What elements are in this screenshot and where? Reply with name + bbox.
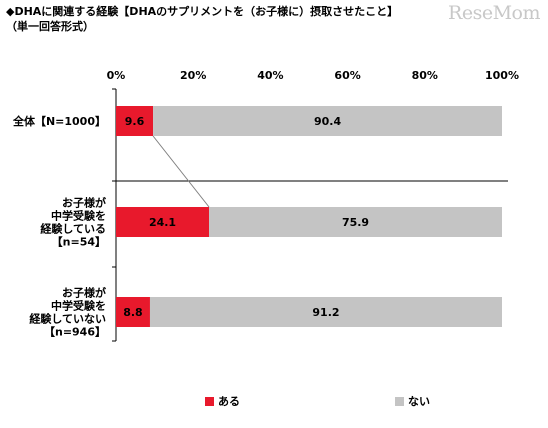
x-tick-label: 100% — [485, 69, 519, 82]
legend-label: ない — [408, 395, 430, 408]
legend-swatch — [205, 397, 214, 406]
x-tick-label: 60% — [334, 69, 360, 82]
category-label: 中学受験を — [51, 299, 106, 313]
category-label: 経験している — [40, 222, 106, 236]
legend-label: ある — [218, 395, 240, 408]
category-label: お子様が — [62, 286, 106, 300]
data-label: 90.4 — [314, 115, 341, 128]
bar-segment-nai — [153, 106, 502, 136]
chart-title: ◆DHAに関連する経験【DHAのサプリメントを（お子様に）摂取させたこと】 — [6, 5, 399, 18]
data-label: 9.6 — [125, 115, 145, 128]
x-tick-label: 40% — [257, 69, 283, 82]
x-tick-label: 0% — [107, 69, 126, 82]
bar-segment-nai — [149, 297, 502, 327]
chart-subtitle: （単一回答形式） — [6, 20, 94, 33]
resemom-logo: ReseMom — [448, 2, 540, 24]
bar-segment-aru — [116, 297, 150, 327]
bar-segment-nai — [209, 207, 502, 237]
legend-swatch — [395, 397, 404, 406]
data-label: 8.8 — [123, 306, 143, 319]
category-label: 全体【N=1000】 — [12, 114, 106, 128]
data-label: 24.1 — [149, 216, 176, 229]
connector-line — [152, 135, 210, 208]
category-label: お子様が — [62, 196, 106, 210]
category-label: 【n=946】 — [44, 326, 106, 339]
x-tick-label: 80% — [412, 69, 438, 82]
data-label: 75.9 — [342, 216, 369, 229]
x-tick-label: 20% — [180, 69, 206, 82]
category-label: 経験していない — [29, 312, 106, 326]
data-label: 91.2 — [312, 306, 339, 319]
category-label: 【n=54】 — [52, 236, 106, 249]
category-label: 中学受験を — [51, 209, 106, 223]
bar-segment-aru — [116, 106, 154, 136]
bar-segment-aru — [116, 207, 210, 237]
